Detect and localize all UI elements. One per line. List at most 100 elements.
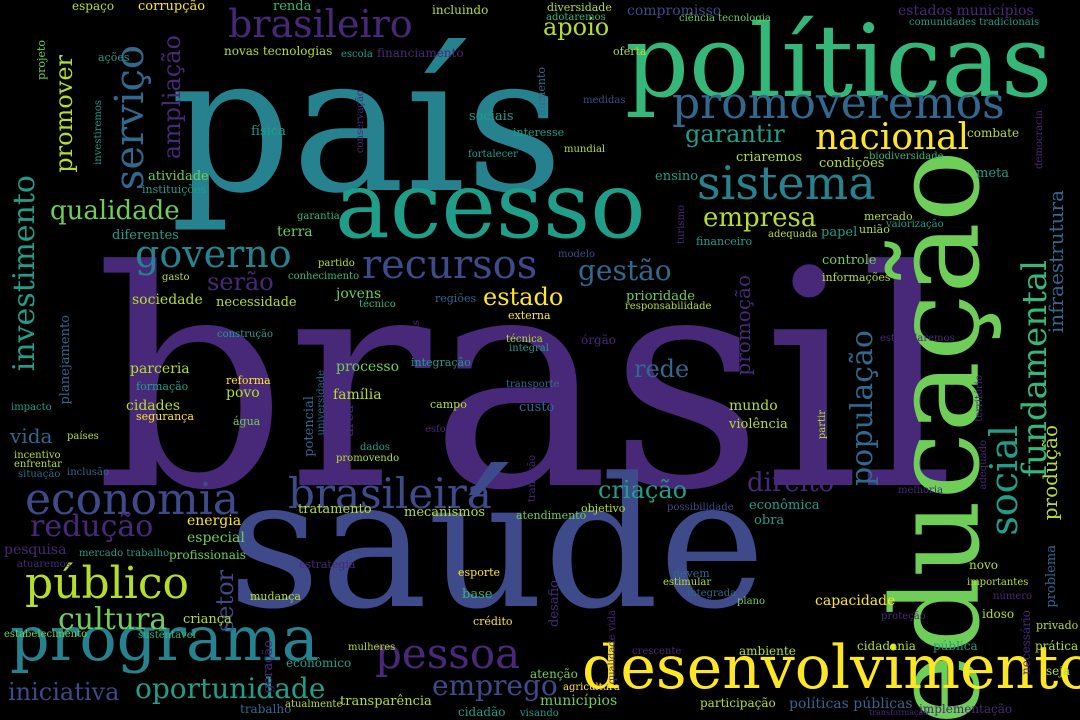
word-atendimento: atendimento xyxy=(516,509,587,522)
word-povo: povo xyxy=(226,385,260,401)
word-promover: promover xyxy=(50,55,78,173)
word-sistema: sistema xyxy=(697,156,876,210)
word-condições: condições xyxy=(819,156,885,171)
word-medidas: medidas xyxy=(583,95,626,106)
word-programa: programa xyxy=(10,602,319,675)
word-parceria: parceria xyxy=(130,361,190,377)
word-partir: partir xyxy=(817,410,828,440)
word-água: água xyxy=(233,415,261,428)
word-municípios: municípios xyxy=(540,693,618,709)
word-prática: prática xyxy=(1035,639,1079,653)
word-promoveremos: promoveremos xyxy=(672,78,1005,129)
word-pesquisa: pesquisa xyxy=(4,542,67,558)
word-terra: terra xyxy=(277,224,313,240)
word-participação: participação xyxy=(700,696,776,710)
word-esforço: esforço xyxy=(425,424,463,435)
word-brasileiro: brasileiro xyxy=(228,2,413,46)
word-emprego: emprego xyxy=(432,669,558,702)
word-ciência-tecnologia: ciência tecnologia xyxy=(679,13,771,24)
word-custo: custo xyxy=(519,400,555,415)
word-área: área xyxy=(341,405,357,437)
word-necessidade: necessidade xyxy=(216,295,297,310)
word-mudança: mudança xyxy=(250,590,301,603)
word-diferentes: diferentes xyxy=(112,228,179,243)
word-rede: rede xyxy=(634,355,690,383)
word-processo: processo xyxy=(336,359,400,375)
word-desafio: desafio xyxy=(547,580,562,627)
word-privado: privado xyxy=(1036,619,1079,632)
word-oferta: oferta xyxy=(613,45,647,58)
word-financeiro: financeiro xyxy=(696,235,753,248)
word-econômico: econômico xyxy=(286,656,352,670)
word-mundo: mundo xyxy=(729,398,778,414)
word-nacional: nacional xyxy=(815,117,970,158)
word-atenção: atenção xyxy=(530,667,578,681)
word-infraestrutura: infraestrutura xyxy=(1044,190,1068,334)
word-economia: economia xyxy=(25,474,240,525)
word-mercado: mercado xyxy=(864,210,913,223)
word-construção: construção xyxy=(217,329,274,340)
word-integral: integral xyxy=(509,343,549,354)
word-estado: estado xyxy=(483,283,564,311)
word-fortalecer: fortalecer xyxy=(468,149,518,160)
word-atuaremos: atuaremos xyxy=(17,559,71,570)
word-seja: seja xyxy=(1046,664,1071,678)
word-serão: serão xyxy=(207,268,274,296)
word-instituições: instituições xyxy=(142,183,207,196)
word-mundial: mundial xyxy=(564,144,606,155)
word-garantir: garantir xyxy=(685,120,785,148)
word-empresa: empresa xyxy=(703,203,817,233)
word-reforma: reforma xyxy=(226,374,271,387)
word-redução: redução xyxy=(30,509,154,544)
word-crédito: crédito xyxy=(473,615,513,628)
word-incluindo: incluindo xyxy=(432,3,489,17)
word-ensino: ensino xyxy=(655,169,699,184)
word-produção: produção xyxy=(1038,425,1062,521)
word-mercado-trabalho: mercado trabalho xyxy=(79,548,170,559)
word-integração: integração xyxy=(411,356,471,369)
word-formação: formação xyxy=(136,380,189,393)
word-planejamento: planejamento xyxy=(58,315,73,405)
word-impacto: impacto xyxy=(11,402,52,413)
word-políticas-públicas: políticas públicas xyxy=(789,696,913,712)
word-interesse: interesse xyxy=(513,126,565,139)
word-novo: novo xyxy=(969,558,998,572)
word-países: países xyxy=(67,431,99,442)
word-violência: violência xyxy=(729,417,788,432)
word-sociais: sociais xyxy=(469,109,514,124)
word-criança: criança xyxy=(183,612,232,627)
word-serviço: serviço xyxy=(107,45,153,191)
word-políticas: políticas xyxy=(625,3,1053,120)
word-importantes: importantes xyxy=(967,577,1029,588)
word-país: país xyxy=(170,14,564,235)
word-universidade: universidade xyxy=(316,370,327,436)
word-geração: geração xyxy=(261,640,276,693)
word-regiões: regiões xyxy=(435,292,477,305)
word-recursos: recursos xyxy=(362,242,538,288)
word-órgão: órgão xyxy=(581,333,617,347)
word-espaço: espaço xyxy=(72,0,115,13)
word-acesso: acesso xyxy=(335,152,646,259)
word-trabalho: trabalho xyxy=(240,702,292,716)
word-base: base xyxy=(462,587,493,602)
word-técnico: técnico xyxy=(359,299,396,310)
word-estados-municípios: estados municípios xyxy=(898,3,1034,19)
word-campo: campo xyxy=(430,398,467,411)
word-gestão: gestão xyxy=(578,254,672,287)
word-papel: papel xyxy=(821,225,858,240)
word-incentivo: incentivo xyxy=(14,450,61,461)
word-oportunidade: oportunidade xyxy=(135,672,326,705)
word-financiamento: financiamento xyxy=(377,46,464,60)
word-qualidade: qualidade xyxy=(50,196,180,226)
word-desenvolvimento: desenvolvimento xyxy=(582,633,1080,703)
word-capacidade: capacidade xyxy=(815,593,896,609)
word-mecanismos: mecanismos xyxy=(404,505,486,520)
word-cultura: cultura xyxy=(58,602,168,637)
word-renda: renda xyxy=(273,0,312,14)
word-mulheres: mulheres xyxy=(348,642,396,653)
word-investimento: investimento xyxy=(7,175,42,372)
word-jovens: jovens xyxy=(336,286,382,302)
word-profissionais: profissionais xyxy=(169,548,246,562)
word-informações: informações xyxy=(822,271,891,284)
word-número: número xyxy=(993,591,1033,602)
